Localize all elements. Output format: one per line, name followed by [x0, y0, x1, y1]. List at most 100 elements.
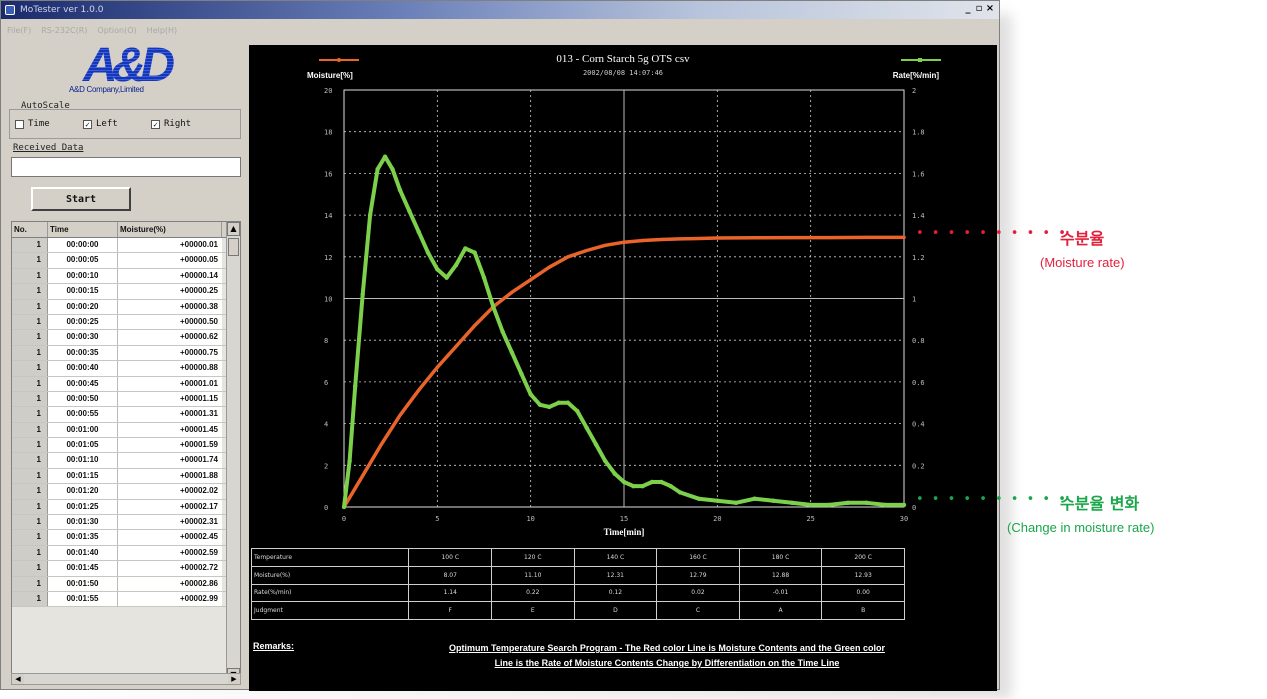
close-button[interactable]: ×	[985, 3, 995, 14]
row-moisture: +00000.88	[118, 361, 222, 376]
title-bar[interactable]: MoTester ver 1.0.0 _ ▫ ×	[1, 1, 999, 19]
results-cell: 200 C	[821, 548, 905, 567]
checkbox-right-box[interactable]: ✓	[151, 119, 160, 129]
rate-data-point	[603, 458, 608, 464]
rate-data-point	[353, 383, 358, 389]
scroll-right-icon[interactable]: ▶	[228, 674, 240, 684]
table-row[interactable]: 1 00:01:45 +00002.72	[12, 561, 240, 577]
menu-rs232c[interactable]: RS-232C(R)	[41, 25, 88, 35]
grid-vertical-scrollbar[interactable]: ▲ ▼	[226, 222, 240, 682]
table-row[interactable]: 1 00:01:55 +00002.99	[12, 591, 240, 608]
scroll-left-icon[interactable]: ◀	[12, 674, 24, 684]
rate-data-point	[808, 502, 813, 508]
table-row[interactable]: 1 00:01:15 +00001.88	[12, 468, 240, 485]
table-row[interactable]: 1 00:00:20 +00000.38	[12, 299, 240, 315]
table-row[interactable]: 1 00:00:10 +00000.14	[12, 268, 240, 285]
results-table: Temperature 100 C 120 C 140 C 160 C 180 C 200 …	[250, 548, 905, 620]
row-moisture: +00002.72	[118, 561, 222, 576]
row-time: 00:00:15	[48, 284, 118, 299]
scroll-up-icon[interactable]: ▲	[227, 222, 240, 236]
received-data-field[interactable]	[11, 157, 241, 177]
table-row[interactable]: 1 00:00:00 +00000.01	[12, 238, 240, 254]
rate-data-point	[565, 400, 571, 405]
table-row[interactable]: 1 00:00:25 +00000.50	[12, 314, 240, 331]
logo-mark: A&D	[82, 41, 174, 92]
rate-data-point	[481, 275, 487, 280]
moisture-annotation-en: (Moisture rate)	[1040, 255, 1125, 270]
moisture-annotation-ko: 수분율	[1060, 229, 1105, 248]
rate-data-point	[397, 187, 403, 193]
results-cell: 12.88	[738, 565, 823, 585]
table-row[interactable]: 1 00:00:35 +00000.75	[12, 345, 240, 362]
menu-file[interactable]: File(F)	[7, 25, 32, 35]
row-moisture: +00000.75	[118, 345, 222, 361]
legend-rate-marker	[918, 58, 922, 62]
rate-data-point	[649, 479, 655, 485]
grid-horizontal-scrollbar[interactable]: ◀ ▶	[11, 673, 241, 685]
y-tick-label: 8	[324, 337, 328, 345]
row-time: 00:00:40	[48, 361, 118, 376]
table-row[interactable]: 1 00:00:30 +00000.62	[12, 330, 240, 346]
row-number: 1	[12, 284, 48, 299]
table-row[interactable]: 1 00:00:55 +00001.31	[12, 407, 240, 423]
table-row[interactable]: 1 00:00:50 +00001.15	[12, 391, 240, 408]
row-time: 00:01:45	[48, 561, 118, 576]
moisture-series-line	[342, 235, 906, 509]
results-cell: 0.22	[491, 583, 575, 603]
table-row[interactable]: 1 00:00:05 +00000.05	[12, 253, 240, 269]
table-row[interactable]: 1 00:01:05 +00001.59	[12, 438, 240, 454]
minimize-button[interactable]: _	[965, 3, 971, 14]
y-tick-label: 20	[324, 87, 332, 95]
checkbox-left-label: Left	[96, 119, 118, 129]
rate-data-point	[444, 275, 449, 280]
table-row[interactable]: 1 00:01:25 +00002.17	[12, 499, 240, 516]
y-tick-label: 10	[324, 296, 332, 304]
menu-option[interactable]: Option(O)	[97, 25, 137, 35]
row-number: 1	[12, 268, 48, 284]
table-row[interactable]: 1 00:01:00 +00001.45	[12, 422, 240, 439]
results-cell: 0.00	[821, 583, 905, 603]
autoscale-left-checkbox[interactable]: ✓ Left	[83, 119, 118, 129]
table-row[interactable]: 1 00:01:35 +00002.45	[12, 530, 240, 546]
remarks-line-2: Line is the Rate of Moisture Contents Ch…	[494, 658, 840, 668]
x-axis-label: Time[min]	[604, 527, 645, 537]
y2-tick-label: 1	[912, 296, 916, 304]
results-cell: 0.12	[573, 583, 658, 603]
rate-data-point	[537, 402, 543, 408]
checkbox-left-box[interactable]: ✓	[83, 119, 92, 129]
row-number: 1	[12, 484, 48, 499]
scroll-thumb[interactable]	[228, 238, 239, 256]
y-tick-label: 12	[324, 254, 332, 262]
results-row: Temperature 100 C 120 C 140 C 160 C 180 C 200 …	[250, 548, 905, 567]
autoscale-time-checkbox[interactable]: Time	[15, 119, 50, 129]
header-time[interactable]: Time	[48, 222, 118, 237]
table-row[interactable]: 1 00:00:40 +00000.88	[12, 361, 240, 377]
header-no[interactable]: No.	[12, 222, 48, 237]
table-row[interactable]: 1 00:01:20 +00002.02	[12, 484, 240, 500]
row-time: 00:01:10	[48, 453, 118, 468]
header-moisture[interactable]: Moisture(%)	[118, 222, 222, 237]
table-row[interactable]: 1 00:00:45 +00001.01	[12, 376, 240, 392]
row-number: 1	[12, 361, 48, 376]
table-row[interactable]: 1 00:00:15 +00000.25	[12, 284, 240, 300]
moisture-data-point	[641, 238, 645, 243]
rate-data-point	[425, 250, 431, 255]
table-row[interactable]: 1 00:01:30 +00002.31	[12, 515, 240, 531]
start-button[interactable]: Start	[31, 187, 131, 211]
autoscale-right-checkbox[interactable]: ✓ Right	[151, 119, 191, 129]
table-row[interactable]: 1 00:01:40 +00002.59	[12, 545, 240, 562]
rate-annotation-ko: 수분율 변화	[1060, 494, 1140, 513]
maximize-button[interactable]: ▫	[975, 3, 983, 14]
checkbox-time-box[interactable]	[15, 119, 24, 129]
moisture-data-point	[398, 413, 402, 417]
rate-data-point	[463, 246, 468, 251]
y2-tick-label: 0.8	[912, 337, 925, 345]
x-tick-label: 20	[713, 515, 721, 523]
menu-help[interactable]: Help(H)	[146, 25, 178, 35]
moisture-data-point	[715, 236, 719, 240]
table-row[interactable]: 1 00:01:50 +00002.86	[12, 576, 240, 592]
rate-data-point	[621, 479, 627, 485]
results-cell: 12.31	[573, 565, 658, 585]
moisture-data-point	[902, 235, 906, 240]
table-row[interactable]: 1 00:01:10 +00001.74	[12, 453, 240, 469]
